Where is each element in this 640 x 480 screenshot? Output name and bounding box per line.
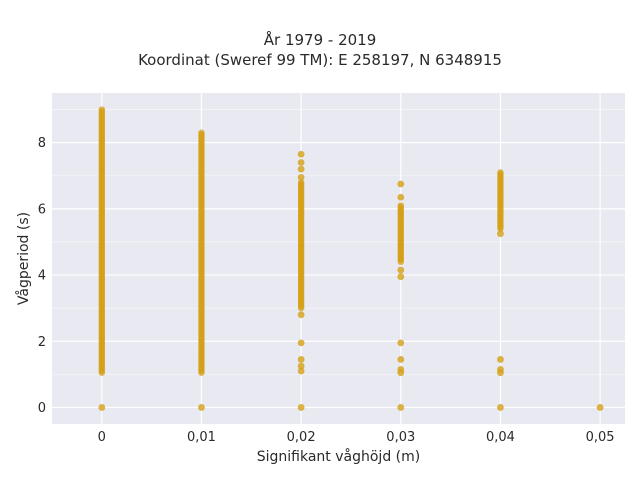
data-point xyxy=(297,339,305,347)
y-axis-label: Vågperiod (s) xyxy=(15,212,32,305)
data-point xyxy=(397,356,405,363)
x-tick-label: 0,03 xyxy=(386,430,415,445)
data-point xyxy=(497,230,504,238)
data-point xyxy=(297,174,305,181)
data-point xyxy=(198,129,205,136)
data-point xyxy=(297,179,305,186)
data-point xyxy=(397,339,405,347)
x-tick-label: 0,02 xyxy=(287,430,316,445)
data-point xyxy=(397,202,404,209)
data-point xyxy=(497,404,504,411)
data-point xyxy=(297,367,305,375)
data-point xyxy=(397,180,405,188)
chart-subtitle: Koordinat (Sweref 99 TM): E 258197, N 63… xyxy=(138,51,502,69)
x-tick-label: 0,04 xyxy=(486,430,515,445)
data-point xyxy=(397,193,405,201)
data-point xyxy=(397,404,405,411)
data-point xyxy=(297,311,305,319)
x-tick-label: 0 xyxy=(98,430,106,445)
y-tick-label: 0 xyxy=(38,401,46,416)
data-point xyxy=(297,150,305,158)
x-tick-label: 0,01 xyxy=(187,430,216,445)
data-point xyxy=(297,404,305,411)
data-point xyxy=(297,165,305,173)
data-point xyxy=(297,362,305,370)
data-point xyxy=(397,273,405,281)
data-point xyxy=(497,365,504,373)
data-point xyxy=(297,159,305,166)
y-tick-label: 4 xyxy=(38,269,46,284)
data-point xyxy=(98,404,106,411)
data-point xyxy=(596,404,604,411)
x-tick-label: 0,05 xyxy=(586,430,615,445)
data-point xyxy=(397,266,405,274)
y-tick-label: 8 xyxy=(38,136,46,151)
data-point xyxy=(198,404,205,411)
data-point xyxy=(497,169,504,176)
data-point xyxy=(297,356,305,363)
plot-area xyxy=(52,93,625,424)
x-axis-label: Signifikant våghöjd (m) xyxy=(257,448,420,465)
y-tick-label: 6 xyxy=(38,202,46,217)
data-point xyxy=(98,106,106,113)
chart-title: År 1979 - 2019 xyxy=(263,31,377,49)
data-point xyxy=(397,365,405,373)
y-tick-label: 2 xyxy=(38,335,46,350)
data-point xyxy=(497,356,504,363)
